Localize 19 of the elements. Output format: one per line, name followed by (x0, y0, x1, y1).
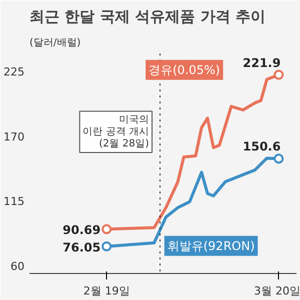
point (274, 154, 284, 164)
ref-line-label: 미국의 이란 공격 개시 (2월 28일) (82, 114, 150, 150)
y-tick-label: 115 (4, 195, 25, 208)
data-label: 90.69 (62, 223, 101, 238)
point (102, 241, 112, 252)
x-tick-label: 2월 19일 (83, 284, 130, 298)
y-tick-label: 170 (4, 130, 25, 144)
point (102, 224, 112, 234)
text: 경유(0.05%) (148, 62, 220, 77)
y-axis-title: (달러/배럴) (30, 38, 81, 48)
y-tick-label: 225 (4, 66, 25, 79)
point (274, 70, 284, 80)
y-tick-label: 60 (10, 260, 25, 273)
x-tick-label: 3월 20일 (254, 284, 300, 298)
data-label: 76.05 (62, 240, 101, 254)
data-label: 221.9 (242, 56, 281, 70)
data-label: 150.6 (242, 140, 281, 154)
series-label: 휘발유(92RON) (167, 238, 255, 253)
chart-title: 최근 한달 국제 석유제품 가격 추이 (30, 8, 266, 26)
